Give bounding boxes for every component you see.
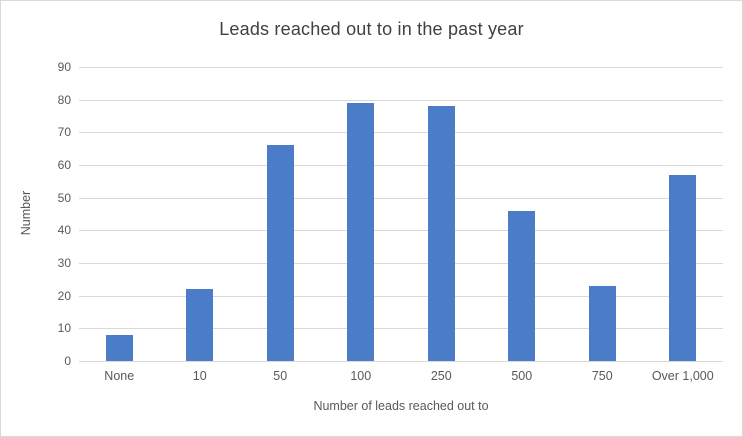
- y-tick-label-80: 80: [57, 92, 71, 107]
- bar-50: [266, 145, 294, 361]
- x-tick-label-50: 50: [273, 369, 288, 383]
- y-tick-label-60: 60: [57, 158, 71, 172]
- bar-10: [186, 289, 214, 361]
- bar-250: [427, 106, 455, 361]
- bar-over-1-000: [669, 174, 697, 361]
- y-tick-label-0: 0: [64, 354, 71, 368]
- gridline-y-80: [79, 99, 723, 101]
- y-tick-label-70: 70: [57, 125, 71, 140]
- x-tick-label-100: 100: [350, 369, 372, 383]
- bar-750: [588, 285, 616, 361]
- x-tick-label-over-1-000: Over 1,000: [651, 369, 714, 383]
- gridline-y-20: [79, 295, 723, 297]
- y-tick-label-40: 40: [57, 223, 71, 238]
- gridline-y-40: [79, 230, 723, 232]
- x-axis-title: Number of leads reached out to: [313, 399, 489, 413]
- gridline-y-30: [79, 263, 723, 264]
- gridline-y-60: [79, 165, 723, 166]
- x-tick-label-500: 500: [511, 369, 533, 383]
- gridline-y-50: [79, 197, 723, 199]
- y-tick-label-90: 90: [57, 60, 71, 74]
- gridline-y-70: [79, 132, 723, 134]
- y-tick-label-20: 20: [57, 288, 71, 303]
- y-tick-label-50: 50: [57, 190, 71, 205]
- plot-area: [79, 67, 723, 362]
- chart-title: Leads reached out to in the past year: [219, 19, 524, 39]
- bar-100: [347, 102, 375, 361]
- x-tick-label-750: 750: [591, 369, 613, 383]
- bar-none: [105, 334, 133, 361]
- gridline-y-90: [79, 67, 723, 68]
- x-tick-label-250: 250: [430, 369, 452, 383]
- bar-500: [508, 210, 536, 361]
- x-tick-label-none: None: [104, 369, 135, 383]
- y-tick-label-30: 30: [57, 256, 71, 270]
- gridline-y-10: [79, 328, 723, 330]
- x-tick-label-10: 10: [192, 369, 207, 383]
- gridline-y-0: [79, 361, 723, 362]
- y-tick-label-10: 10: [57, 321, 71, 336]
